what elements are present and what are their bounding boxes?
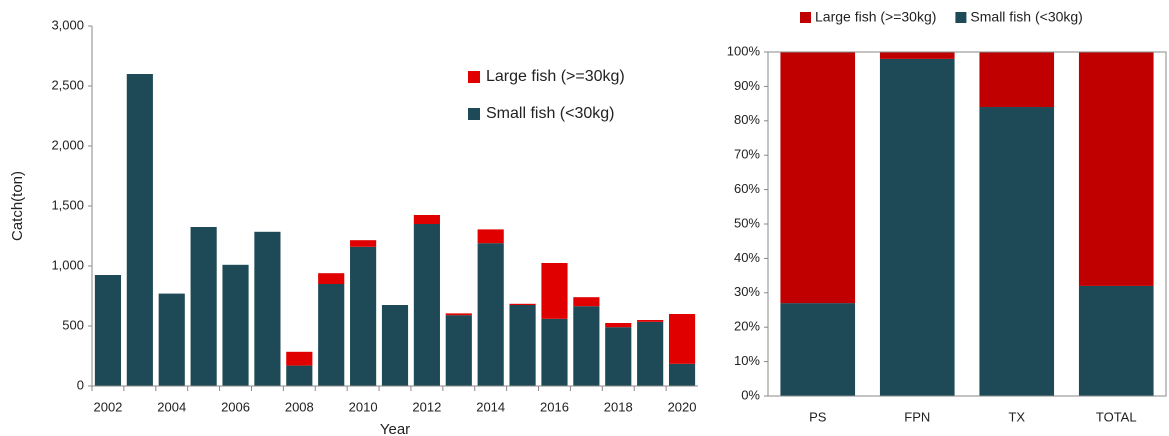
x-tick-label: 2020 bbox=[668, 399, 697, 414]
x-tick-label: 2008 bbox=[285, 399, 314, 414]
bar-segment bbox=[509, 305, 536, 386]
bar-segment bbox=[541, 263, 568, 319]
bar-segment bbox=[94, 275, 122, 386]
legend-label: Large fish (>=30kg) bbox=[486, 68, 625, 85]
y-tick-label: 0 bbox=[77, 377, 84, 392]
bar-segment bbox=[445, 315, 472, 386]
y-tick-label: 20% bbox=[734, 319, 760, 334]
bar-segment bbox=[286, 351, 313, 366]
bar-segment bbox=[1078, 285, 1154, 396]
bar-segment bbox=[477, 229, 504, 244]
bar-segment bbox=[637, 320, 664, 322]
y-tick-label: 0% bbox=[741, 387, 760, 402]
y-tick-label: 500 bbox=[62, 317, 84, 332]
x-tick-label: PS bbox=[809, 409, 827, 424]
y-tick-label: 10% bbox=[734, 353, 760, 368]
bar-segment bbox=[637, 321, 664, 386]
bar-segment bbox=[126, 74, 153, 386]
y-tick-label: 2,000 bbox=[51, 137, 84, 152]
y-tick-label: 2,500 bbox=[51, 77, 84, 92]
bar-segment bbox=[350, 246, 377, 386]
bar-segment bbox=[318, 284, 345, 386]
bar-segment bbox=[413, 224, 440, 386]
y-tick-label: 50% bbox=[734, 215, 760, 230]
y-axis-title: Catch(ton) bbox=[9, 171, 26, 241]
bar-segment bbox=[158, 293, 185, 386]
bar-segment bbox=[445, 313, 472, 316]
y-tick-label: 3,000 bbox=[51, 17, 84, 32]
bar-segment bbox=[979, 52, 1055, 108]
y-tick-label: 1,500 bbox=[51, 197, 84, 212]
x-tick-label: 2012 bbox=[412, 399, 441, 414]
bar-segment bbox=[222, 264, 249, 386]
legend-swatch bbox=[468, 108, 480, 120]
y-tick-label: 40% bbox=[734, 250, 760, 265]
x-tick-label: 2018 bbox=[604, 399, 633, 414]
bar-segment bbox=[541, 318, 568, 386]
bar-segment bbox=[413, 215, 440, 224]
x-tick-label: 2010 bbox=[349, 399, 378, 414]
legend-label: Small fish (<30kg) bbox=[486, 105, 615, 122]
bar-segment bbox=[605, 327, 632, 386]
y-tick-label: 100% bbox=[727, 43, 761, 58]
legend-label: Large fish (>=30kg) bbox=[815, 9, 936, 25]
x-tick-label: 2016 bbox=[540, 399, 569, 414]
y-tick-label: 70% bbox=[734, 147, 760, 162]
y-tick-label: 1,000 bbox=[51, 257, 84, 272]
bar-segment bbox=[509, 303, 536, 305]
bar-segment bbox=[979, 107, 1055, 396]
bar-segment bbox=[668, 314, 696, 364]
x-axis-title: Year bbox=[380, 421, 410, 436]
bar-segment bbox=[477, 243, 504, 386]
bar-segment bbox=[254, 231, 281, 386]
x-tick-label: 2014 bbox=[476, 399, 505, 414]
x-tick-label: 2002 bbox=[93, 399, 122, 414]
y-tick-label: 30% bbox=[734, 284, 760, 299]
x-tick-label: 2006 bbox=[221, 399, 250, 414]
bar-segment bbox=[190, 227, 217, 386]
bar-segment bbox=[573, 306, 600, 386]
x-tick-label: 2004 bbox=[157, 399, 186, 414]
legend-swatch bbox=[468, 71, 480, 83]
legend-swatch bbox=[800, 12, 811, 23]
x-tick-label: FPN bbox=[904, 409, 930, 424]
bar-segment bbox=[573, 297, 600, 307]
bar-segment bbox=[350, 240, 377, 247]
bar-segment bbox=[780, 303, 856, 396]
bar-segment bbox=[286, 365, 313, 386]
bar-segment bbox=[780, 52, 856, 304]
y-tick-label: 60% bbox=[734, 181, 760, 196]
bar-segment bbox=[381, 305, 409, 386]
bar-segment bbox=[879, 58, 955, 396]
x-tick-label: TOTAL bbox=[1096, 409, 1137, 424]
plot-frame bbox=[767, 51, 1167, 397]
y-tick-label: 90% bbox=[734, 78, 760, 93]
bar-segment bbox=[1078, 52, 1154, 286]
bar-segment bbox=[879, 52, 955, 59]
legend-label: Small fish (<30kg) bbox=[970, 9, 1082, 25]
y-tick-label: 80% bbox=[734, 112, 760, 127]
bar-segment bbox=[668, 363, 696, 386]
x-tick-label: TX bbox=[1008, 409, 1025, 424]
legend-swatch bbox=[955, 12, 967, 23]
bar-segment bbox=[318, 273, 345, 284]
bar-segment bbox=[605, 323, 632, 328]
